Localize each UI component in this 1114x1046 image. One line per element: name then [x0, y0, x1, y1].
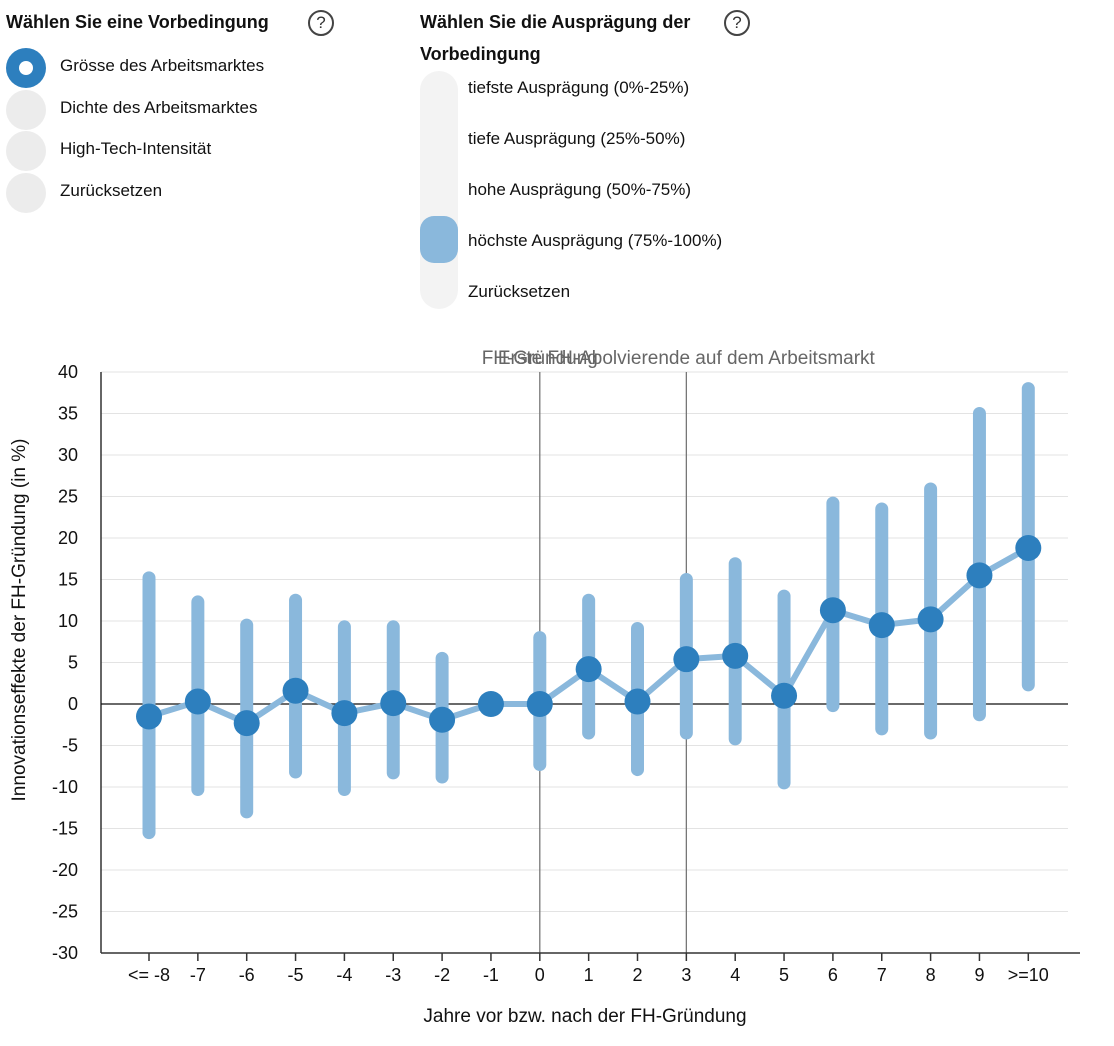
y-tick-label: 15 — [58, 570, 78, 590]
x-tick-label: 2 — [632, 965, 642, 985]
x-tick-label: <= -8 — [128, 965, 170, 985]
data-point — [673, 646, 700, 673]
data-point — [526, 691, 553, 717]
x-tick-label: -1 — [483, 965, 499, 985]
x-tick-label: 1 — [584, 965, 594, 985]
data-point — [771, 682, 798, 709]
data-point — [233, 710, 260, 737]
y-tick-label: 10 — [58, 611, 78, 631]
level-option-low[interactable]: tiefe Ausprägung (25%-50%) — [468, 129, 686, 148]
x-tick-label: >=10 — [1008, 965, 1049, 985]
condition-help-icon[interactable]: ? — [308, 10, 334, 36]
data-point — [1015, 534, 1042, 561]
level-slider-handle[interactable] — [420, 216, 458, 263]
x-tick-label: -2 — [434, 965, 450, 985]
data-point — [966, 562, 993, 589]
y-tick-label: 0 — [68, 694, 78, 714]
condition-option-label: Dichte des Arbeitsmarktes — [60, 97, 258, 117]
x-tick-label: 0 — [535, 965, 545, 985]
y-tick-label: -15 — [52, 819, 78, 839]
x-tick-label: 7 — [877, 965, 887, 985]
y-tick-label: -30 — [52, 943, 78, 963]
x-tick-label: 9 — [974, 965, 984, 985]
x-tick-label: 3 — [681, 965, 691, 985]
y-tick-label: 20 — [58, 528, 78, 548]
data-point — [624, 688, 651, 715]
x-tick-label: -7 — [190, 965, 206, 985]
radio-unselected-icon[interactable] — [6, 172, 46, 213]
data-point — [184, 688, 211, 715]
series-points — [136, 534, 1042, 737]
x-tick-label: -3 — [385, 965, 401, 985]
level-title-line1: Wählen Sie die Ausprägung der — [420, 12, 691, 32]
data-point — [429, 706, 456, 733]
annotation-label: Erste FH-Abolvierende auf dem Arbeitsmar… — [498, 348, 876, 369]
condition-option-label: Zurücksetzen — [60, 180, 163, 200]
data-point — [282, 677, 309, 704]
y-tick-label: -10 — [52, 777, 78, 797]
y-tick-label: -20 — [52, 860, 78, 880]
condition-title: Wählen Sie eine Vorbedingung — [6, 12, 269, 32]
condition-option-label: High-Tech-Intensität — [60, 139, 212, 158]
level-option-highest[interactable]: höchste Ausprägung (75%-100%) — [468, 231, 723, 250]
x-tick-label: -4 — [336, 965, 352, 985]
data-point — [331, 700, 358, 727]
y-tick-label: -5 — [62, 736, 78, 756]
radio-unselected-icon[interactable] — [6, 131, 46, 171]
y-tick-label: 25 — [58, 487, 78, 507]
y-axis-title: Innovationseffekte der FH-Gründung (in %… — [9, 439, 30, 802]
level-option-lowest[interactable]: tiefste Ausprägung (0%-25%) — [468, 78, 690, 97]
data-point — [136, 703, 162, 730]
x-tick-label: 4 — [730, 965, 740, 985]
x-tick-label: -5 — [288, 965, 304, 985]
level-title-line2: Vorbedingung — [420, 44, 541, 64]
level-slider-track[interactable] — [420, 71, 458, 309]
y-tick-label: 40 — [58, 362, 78, 382]
radio-unselected-icon[interactable] — [6, 89, 46, 130]
y-tick-label: 35 — [58, 404, 78, 424]
condition-option-label: Grösse des Arbeitsmarktes — [60, 56, 265, 75]
data-point — [380, 690, 407, 717]
x-tick-label: 6 — [828, 965, 838, 985]
data-point — [722, 642, 749, 669]
x-axis-title: Jahre vor bzw. nach der FH-Gründung — [423, 1006, 746, 1027]
y-tick-label: 30 — [58, 445, 78, 465]
annotation-label: FH-Gründung — [482, 348, 598, 369]
level-option-high[interactable]: hohe Ausprägung (50%-75%) — [468, 180, 692, 199]
x-tick-label: 5 — [779, 965, 789, 985]
x-tick-label: -6 — [239, 965, 255, 985]
x-tick-label: 8 — [926, 965, 936, 985]
level-help-icon[interactable]: ? — [724, 10, 750, 36]
data-point — [575, 656, 602, 683]
y-tick-label: -25 — [52, 902, 78, 922]
data-point — [819, 597, 846, 624]
radio-selected-icon[interactable] — [6, 48, 46, 88]
data-point — [477, 691, 504, 717]
y-tick-label: 5 — [68, 653, 78, 673]
level-option-reset[interactable]: Zurücksetzen — [468, 282, 571, 301]
data-point — [917, 606, 944, 633]
data-point — [868, 612, 895, 639]
